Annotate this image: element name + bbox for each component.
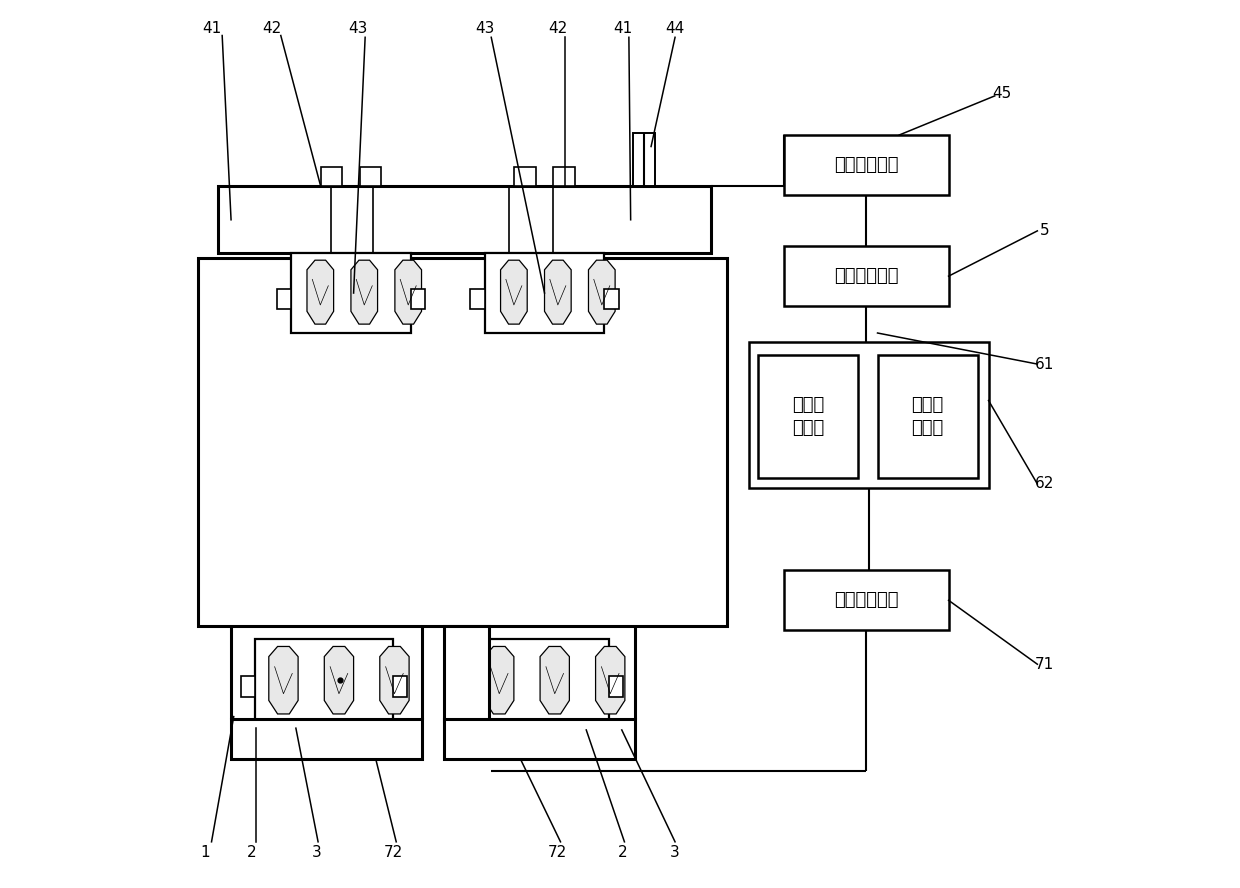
Polygon shape bbox=[325, 646, 353, 714]
Bar bbox=[758, 355, 858, 478]
Bar bbox=[393, 676, 407, 696]
Text: 72: 72 bbox=[548, 845, 568, 860]
Bar bbox=[360, 167, 381, 186]
Text: 61: 61 bbox=[1034, 357, 1054, 371]
Bar bbox=[749, 342, 988, 488]
Bar bbox=[255, 639, 393, 721]
Bar bbox=[277, 289, 291, 309]
Bar bbox=[604, 289, 619, 309]
Polygon shape bbox=[501, 260, 527, 324]
Polygon shape bbox=[379, 646, 409, 714]
Bar bbox=[878, 355, 978, 478]
Bar bbox=[231, 719, 422, 759]
Text: 智能润滑模块: 智能润滑模块 bbox=[835, 591, 899, 609]
Polygon shape bbox=[269, 646, 298, 714]
Text: 42: 42 bbox=[548, 21, 568, 36]
Text: 数据采集模块: 数据采集模块 bbox=[835, 156, 899, 174]
Text: 故障预
测单元: 故障预 测单元 bbox=[791, 396, 823, 437]
Polygon shape bbox=[351, 260, 377, 324]
Bar bbox=[410, 289, 425, 309]
Polygon shape bbox=[595, 646, 625, 714]
Bar bbox=[198, 258, 727, 626]
Text: 43: 43 bbox=[475, 21, 495, 36]
Bar bbox=[444, 626, 489, 721]
Text: 45: 45 bbox=[992, 86, 1012, 100]
Bar bbox=[784, 135, 949, 195]
Text: 3: 3 bbox=[311, 845, 321, 860]
Text: 71: 71 bbox=[1035, 657, 1054, 671]
Text: 72: 72 bbox=[384, 845, 403, 860]
Text: 2: 2 bbox=[247, 845, 257, 860]
Polygon shape bbox=[589, 260, 615, 324]
Bar bbox=[784, 246, 949, 306]
Bar bbox=[784, 570, 949, 630]
Polygon shape bbox=[394, 260, 422, 324]
Bar bbox=[444, 719, 635, 759]
Text: 1: 1 bbox=[201, 845, 210, 860]
Text: 3: 3 bbox=[670, 845, 680, 860]
Bar bbox=[634, 133, 655, 186]
Bar bbox=[321, 167, 342, 186]
Bar bbox=[218, 186, 711, 253]
Polygon shape bbox=[308, 260, 334, 324]
Bar bbox=[458, 676, 471, 696]
Text: 数据存储单元: 数据存储单元 bbox=[835, 267, 899, 285]
Polygon shape bbox=[485, 646, 513, 714]
Text: 41: 41 bbox=[202, 21, 221, 36]
Text: 寿命评
估单元: 寿命评 估单元 bbox=[911, 396, 944, 437]
Polygon shape bbox=[541, 646, 569, 714]
Bar bbox=[471, 639, 609, 721]
Bar bbox=[470, 289, 485, 309]
Text: 41: 41 bbox=[613, 21, 632, 36]
Bar bbox=[485, 253, 604, 333]
Text: 43: 43 bbox=[348, 21, 368, 36]
Text: 44: 44 bbox=[666, 21, 684, 36]
Bar bbox=[291, 253, 410, 333]
Bar bbox=[515, 167, 536, 186]
Text: 62: 62 bbox=[1034, 477, 1054, 491]
Text: 2: 2 bbox=[618, 845, 627, 860]
Bar bbox=[553, 167, 574, 186]
Text: 5: 5 bbox=[1039, 224, 1049, 238]
Text: 42: 42 bbox=[263, 21, 281, 36]
Bar bbox=[242, 676, 255, 696]
Polygon shape bbox=[544, 260, 572, 324]
Bar bbox=[609, 676, 624, 696]
